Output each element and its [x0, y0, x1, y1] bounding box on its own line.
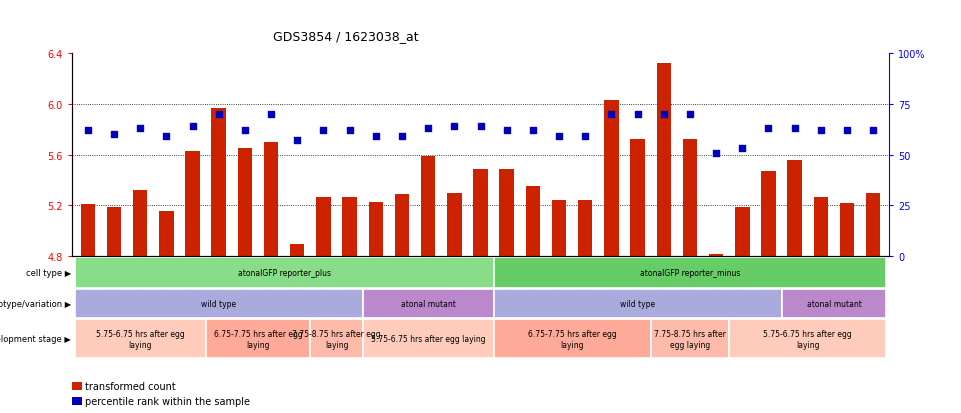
Text: wild type: wild type	[620, 299, 655, 308]
Bar	[709, 254, 724, 256]
Text: 6.75-7.75 hrs after egg
laying: 6.75-7.75 hrs after egg laying	[213, 329, 303, 349]
Bar	[75, 320, 206, 358]
Bar	[494, 257, 886, 288]
Bar	[682, 140, 697, 256]
Bar	[500, 169, 514, 256]
Bar	[656, 64, 671, 256]
Point	[447, 123, 462, 130]
Point	[211, 111, 227, 118]
Text: 5.75-6.75 hrs after egg
laying: 5.75-6.75 hrs after egg laying	[96, 329, 185, 349]
Bar	[362, 320, 494, 358]
Point	[107, 132, 122, 138]
Point	[185, 123, 200, 130]
Point	[421, 126, 436, 132]
Bar	[185, 152, 200, 256]
Bar	[211, 108, 226, 256]
Point	[813, 128, 828, 134]
Point	[604, 111, 619, 118]
Bar	[395, 195, 409, 256]
Text: 5.75-6.75 hrs after egg
laying: 5.75-6.75 hrs after egg laying	[763, 329, 852, 349]
Text: percentile rank within the sample: percentile rank within the sample	[85, 396, 250, 406]
Point	[80, 128, 95, 134]
Bar	[814, 197, 828, 256]
Bar	[107, 207, 121, 256]
Bar	[781, 289, 886, 318]
Point	[839, 128, 854, 134]
Bar	[494, 289, 781, 318]
Point	[159, 133, 174, 140]
Bar	[133, 191, 147, 256]
Bar	[630, 140, 645, 256]
Point	[237, 128, 253, 134]
Text: development stage ▶: development stage ▶	[0, 335, 71, 344]
Bar	[369, 202, 383, 256]
Bar	[735, 207, 750, 256]
Bar	[237, 149, 252, 256]
Text: transformed count: transformed count	[85, 381, 175, 391]
Text: 7.75-8.75 hrs after
egg laying: 7.75-8.75 hrs after egg laying	[654, 329, 726, 349]
Point	[656, 111, 672, 118]
Bar	[729, 320, 886, 358]
Point	[394, 133, 409, 140]
Bar	[362, 289, 494, 318]
Bar	[651, 320, 729, 358]
Text: 5.75-6.75 hrs after egg laying: 5.75-6.75 hrs after egg laying	[371, 335, 485, 344]
Bar	[761, 172, 776, 256]
Text: 6.75-7.75 hrs after egg
laying: 6.75-7.75 hrs after egg laying	[528, 329, 617, 349]
Point	[682, 111, 698, 118]
Text: atonalGFP reporter_minus: atonalGFP reporter_minus	[640, 268, 740, 277]
Bar	[494, 320, 651, 358]
Point	[525, 128, 540, 134]
Bar	[342, 197, 357, 256]
Text: GDS3854 / 1623038_at: GDS3854 / 1623038_at	[273, 31, 419, 43]
Point	[734, 146, 750, 152]
Point	[263, 111, 279, 118]
Bar	[316, 197, 331, 256]
Point	[552, 133, 567, 140]
Bar	[160, 211, 174, 256]
Bar	[421, 157, 435, 256]
Bar	[206, 320, 310, 358]
Point	[316, 128, 332, 134]
Point	[787, 126, 802, 132]
Point	[473, 123, 488, 130]
Point	[629, 111, 645, 118]
Bar	[447, 193, 461, 256]
Bar	[81, 205, 95, 256]
Bar	[75, 257, 494, 288]
Text: wild type: wild type	[201, 299, 236, 308]
Bar	[552, 201, 566, 256]
Point	[866, 128, 881, 134]
Text: atonal mutant: atonal mutant	[806, 299, 861, 308]
Point	[368, 133, 383, 140]
Point	[708, 150, 724, 157]
Bar	[840, 203, 854, 256]
Point	[578, 133, 593, 140]
Bar	[474, 169, 487, 256]
Bar	[866, 193, 880, 256]
Text: 7.75-8.75 hrs after egg
laying: 7.75-8.75 hrs after egg laying	[292, 329, 381, 349]
Bar	[264, 142, 279, 256]
Point	[761, 126, 776, 132]
Point	[499, 128, 514, 134]
Point	[133, 126, 148, 132]
Bar	[310, 320, 362, 358]
Point	[342, 128, 357, 134]
Bar	[787, 160, 801, 256]
Text: cell type ▶: cell type ▶	[26, 268, 71, 277]
Text: genotype/variation ▶: genotype/variation ▶	[0, 299, 71, 308]
Text: atonalGFP reporter_plus: atonalGFP reporter_plus	[237, 268, 331, 277]
Text: atonal mutant: atonal mutant	[401, 299, 456, 308]
Bar	[526, 187, 540, 256]
Bar	[290, 244, 305, 256]
Bar	[578, 201, 592, 256]
Bar	[604, 101, 619, 256]
Point	[289, 138, 305, 144]
Bar	[75, 289, 362, 318]
